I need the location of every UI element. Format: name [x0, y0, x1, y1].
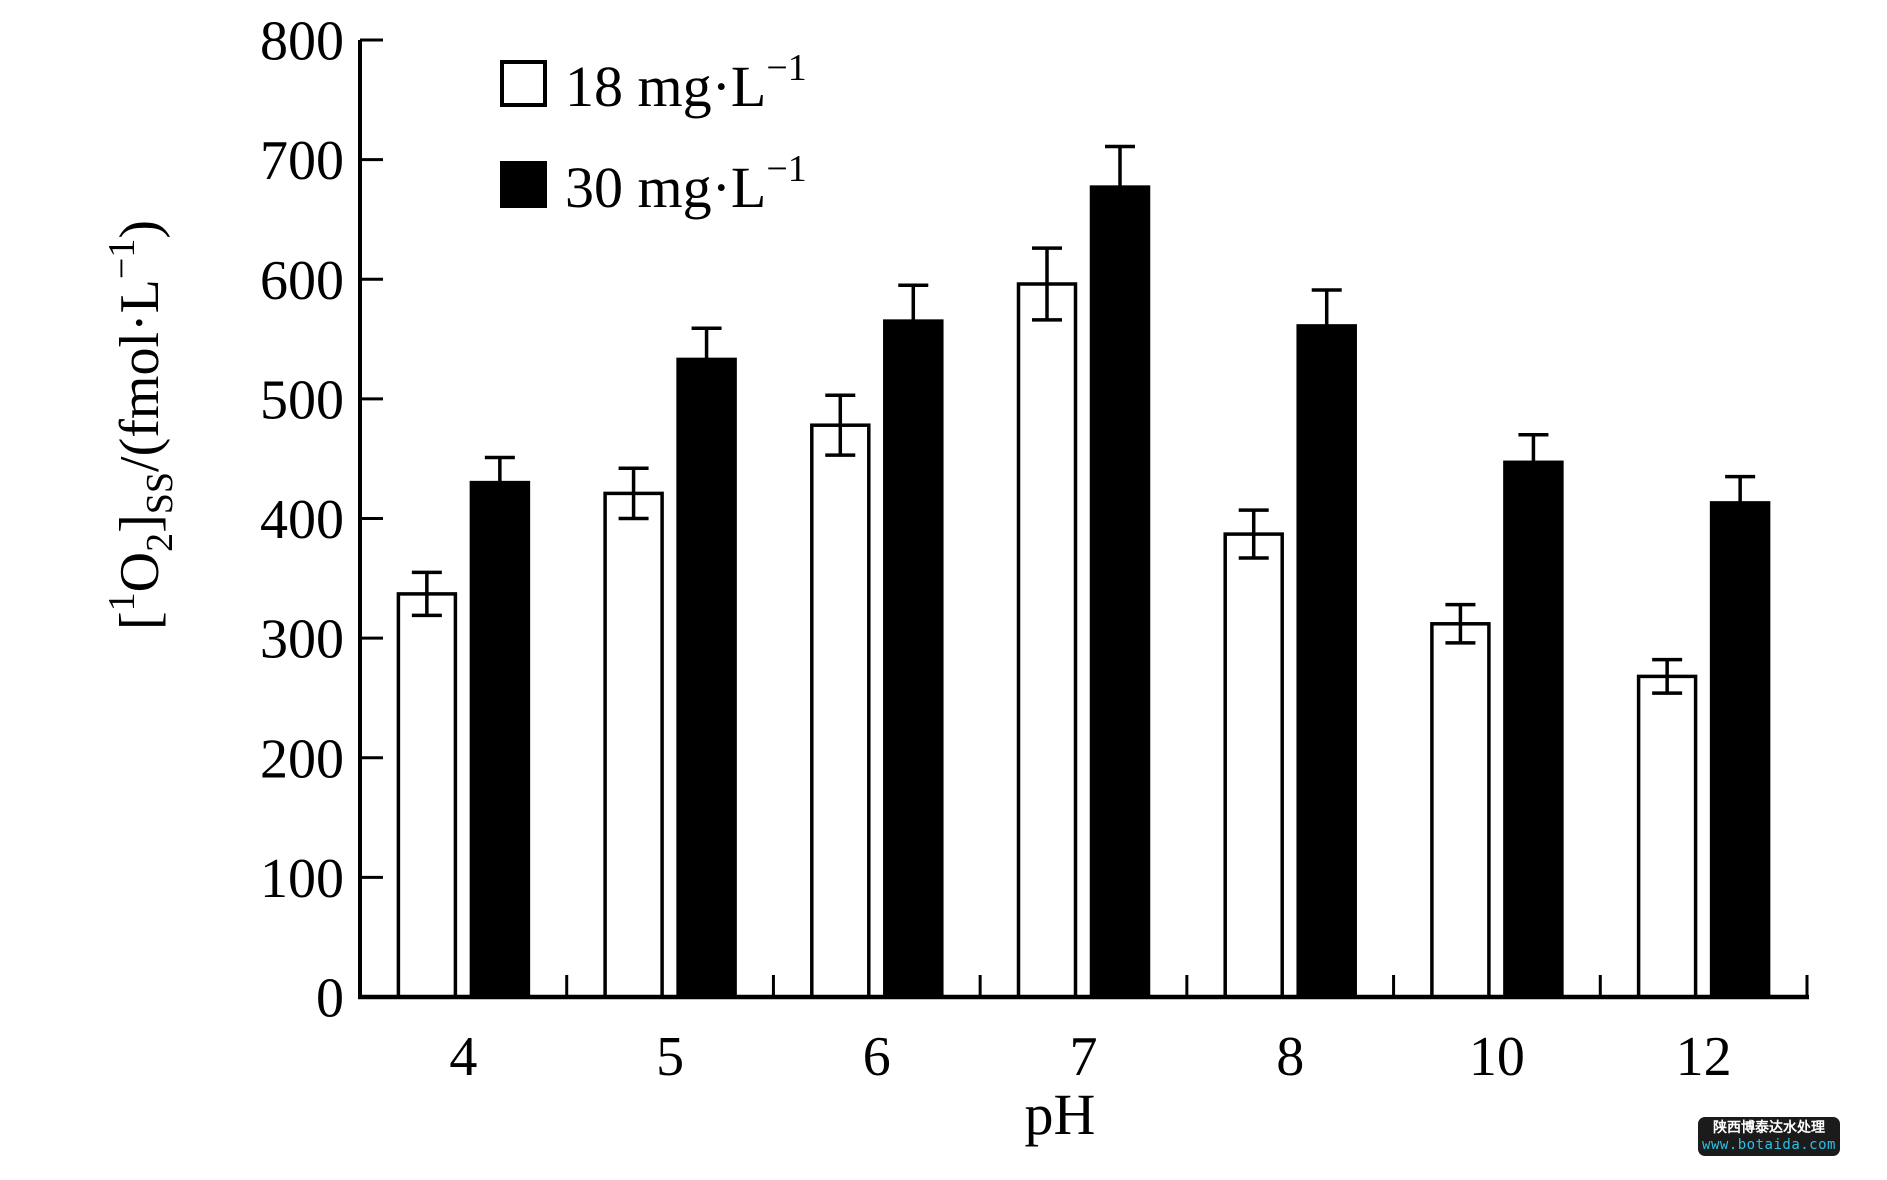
y-tick-label-500: 500	[260, 369, 344, 431]
y-tick-label-200: 200	[260, 728, 344, 790]
bar-30mg-ph12	[1709, 501, 1771, 999]
bar-18mg-ph10	[1430, 622, 1491, 999]
bar-30mg-ph5	[676, 357, 737, 999]
bar-18mg-ph4	[396, 592, 458, 999]
legend-label-18mg: 18 mg·L−1	[565, 47, 807, 119]
watermark-url: www.botaida.com	[1702, 1136, 1836, 1153]
axis-x-title: pH	[1025, 1082, 1096, 1147]
y-tick-label-800: 800	[260, 11, 344, 73]
bar-18mg-ph6	[810, 423, 871, 999]
x-label-5: 5	[656, 1026, 684, 1088]
legend-swatch-30mg	[500, 161, 547, 208]
x-label-4: 4	[449, 1026, 477, 1088]
x-label-6: 6	[863, 1026, 891, 1088]
bar-30mg-ph7	[1089, 185, 1151, 999]
bar-30mg-ph8	[1296, 324, 1357, 999]
bar-30mg-ph4	[469, 480, 531, 999]
x-label-10: 10	[1469, 1026, 1525, 1088]
legend-label-30mg: 30 mg·L−1	[565, 148, 807, 220]
y-tick-label-700: 700	[260, 130, 344, 192]
bar-18mg-ph5	[603, 491, 664, 999]
x-label-12: 12	[1676, 1026, 1732, 1088]
y-tick-label-600: 600	[260, 250, 344, 312]
y-tick-label-300: 300	[260, 609, 344, 671]
x-label-7: 7	[1070, 1026, 1098, 1088]
y-tick-label-0: 0	[316, 968, 344, 1030]
bar-18mg-ph12	[1636, 674, 1698, 999]
bar-18mg-ph7	[1016, 282, 1078, 999]
bar-30mg-ph6	[883, 319, 944, 999]
axis-y-title: [1O2]SS/(fmol·L−1)	[101, 220, 181, 630]
y-tick-label-100: 100	[260, 848, 344, 910]
bar-30mg-ph10	[1503, 460, 1564, 999]
bar-18mg-ph8	[1223, 532, 1284, 999]
x-label-8: 8	[1276, 1026, 1304, 1088]
legend-swatch-18mg	[500, 60, 547, 107]
watermark-badge: 陕西博泰达水处理 www.botaida.com	[1698, 1117, 1840, 1156]
watermark-company: 陕西博泰达水处理	[1713, 1119, 1825, 1136]
y-tick-label-400: 400	[260, 489, 344, 551]
